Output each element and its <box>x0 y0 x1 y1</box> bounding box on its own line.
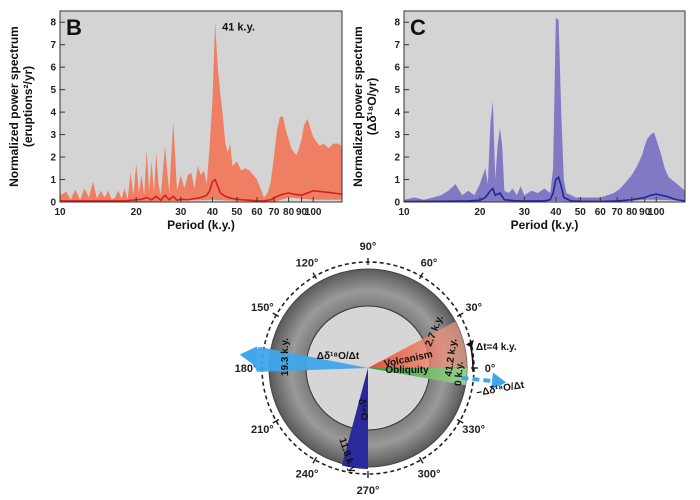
phase-wheel-angle-label: 120° <box>296 257 319 269</box>
phase-wheel-angle-label: 150° <box>251 302 274 314</box>
volcanism-wedge <box>368 321 468 368</box>
panel-c-y-axis-unit: (Δδ¹⁸O/yr) <box>365 78 379 136</box>
panel-c-y-tick-label: 5 <box>394 85 400 96</box>
delta-t-arrowhead <box>465 339 474 348</box>
phase-wheel-angle-tick <box>456 312 464 318</box>
panel-b-x-tick-label: 30 <box>175 207 187 218</box>
panel-c-x-tick-label: 80 <box>626 207 638 218</box>
phase-wheel-angle-tick <box>418 272 424 280</box>
phase-wheel-angle-label: 60° <box>421 257 438 269</box>
panel-c-power-band <box>404 17 685 202</box>
panel-c-y-tick-label: 0 <box>394 198 400 209</box>
panel-b-x-tick-label: 70 <box>268 207 280 218</box>
phase-wheel-angle-tick <box>312 456 318 464</box>
dd18o-dt-arrowhead <box>239 346 258 367</box>
phase-wheel-angle-tick <box>456 418 464 424</box>
panel-b-y-tick-label: 1 <box>50 175 56 186</box>
panel-b-x-axis-label: Period (k.y.) <box>167 218 235 232</box>
panel-b-x-tick-label: 90 <box>296 207 308 218</box>
panel-b-x-tick-label: 100 <box>305 207 322 218</box>
d18o-wedge <box>341 368 368 469</box>
neg-dd18o-dt-arrow <box>461 375 497 384</box>
panel-b-x-tick-label: 10 <box>54 207 66 218</box>
panel-b-y-tick-label: 6 <box>50 63 56 74</box>
panel-b-x-tick-label: 40 <box>207 207 219 218</box>
panel-b-x-tick-label: 50 <box>231 207 243 218</box>
panel-b-x-tick-label: 60 <box>251 207 263 218</box>
panel-b-y-tick-label: 2 <box>50 153 56 164</box>
phase-wheel-angle-label: 240° <box>296 469 319 481</box>
panel-c-median-line <box>403 175 686 203</box>
panel-c-x-tick-label: 40 <box>550 207 562 218</box>
panel-c-y-tick-label: 2 <box>394 153 400 164</box>
panel-c-x-tick-label: 50 <box>575 207 587 218</box>
panel-b-y-axis-label: Normalized power spectrum <box>7 26 21 187</box>
phase-wheel-angle-label: 210° <box>251 424 274 436</box>
panel-b-y-tick-label: 5 <box>50 85 56 96</box>
neg-dd18o-dt-arrowhead <box>491 372 507 390</box>
phase-wheel: 0° 30° 60° 90° 120° 150° 180° 210° 240° 270° 300° 3… <box>235 241 526 497</box>
panel-c-x-tick-label: 70 <box>612 207 624 218</box>
panel-b-y-axis-unit: (eruptions²/yr) <box>21 66 35 147</box>
obliquity-wedge <box>368 368 467 386</box>
phase-wheel-angle-tick <box>272 312 280 318</box>
panel-b-power-band <box>60 22 342 203</box>
panel-b-y-tick-label: 7 <box>50 40 56 51</box>
panel-c-y-tick-label: 7 <box>394 40 400 51</box>
panel-c-x-tick-label: 10 <box>398 207 410 218</box>
delta-t-label: Δt=4 k.y. <box>476 342 517 353</box>
phase-wheel-angle-label: 90° <box>360 241 377 253</box>
panel-b-peak-annotation: 41 k.y. <box>222 22 255 34</box>
dd18o-dt-uncertainty-label: 19.3 k.y. <box>280 338 291 376</box>
panel-c-y-tick-label: 6 <box>394 63 400 74</box>
panel-b-x-tick-label: 80 <box>283 207 295 218</box>
panel-c-x-tick-label: 90 <box>639 207 651 218</box>
phase-wheel-angle-label: 180° <box>235 363 258 375</box>
panel-c-y-tick-label: 3 <box>394 130 400 141</box>
panel-b-median-line <box>60 178 343 202</box>
panel-b-letter: B <box>66 15 82 40</box>
panel-c-y-tick-label: 1 <box>394 175 400 186</box>
panel-c-x-tick-label: 100 <box>648 207 665 218</box>
panel-c-letter: C <box>410 15 426 40</box>
panel-b-y-tick-label: 3 <box>50 130 56 141</box>
panel-c-y-tick-label: 8 <box>394 18 400 29</box>
obliquity-label: Obliquity <box>385 365 429 376</box>
panel-c-x-tick-label: 30 <box>519 207 531 218</box>
panel-b-y-tick-label: 8 <box>50 18 56 29</box>
panel-c-x-tick-label: 20 <box>474 207 486 218</box>
panel-b-y-tick-label: 0 <box>50 198 56 209</box>
dd18o-dt-wedge <box>249 346 368 372</box>
phase-wheel-angle-tick <box>272 418 280 424</box>
panel-b-y-tick-label: 4 <box>50 108 56 119</box>
dd18o-dt-label: Δδ¹⁸O/Δt <box>317 351 360 362</box>
panel-c-y-axis-label: Normalized power spectrum <box>351 26 365 187</box>
phase-wheel-angle-label: 30° <box>465 302 482 314</box>
panel-c-x-tick-label: 60 <box>595 207 607 218</box>
d18o-label: δ¹⁸O <box>356 398 370 421</box>
panel-c-x-axis-label: Period (k.y.) <box>511 218 579 232</box>
obliquity-uncertainty-label: 0 k.y. <box>453 361 466 386</box>
phase-wheel-angle-label: 330° <box>462 424 485 436</box>
phase-wheel-angle-tick <box>418 456 424 464</box>
phase-wheel-angle-label: 0° <box>485 363 496 375</box>
phase-wheel-angle-label: 300° <box>418 469 441 481</box>
phase-wheel-angle-tick <box>312 272 318 280</box>
panel-b-x-tick-label: 20 <box>131 207 143 218</box>
panel-c-y-tick-label: 4 <box>394 108 400 119</box>
phase-wheel-angle-label: 270° <box>357 485 380 497</box>
volcanism-obliquity-lag-label: 41.2 k.y. <box>443 338 459 378</box>
